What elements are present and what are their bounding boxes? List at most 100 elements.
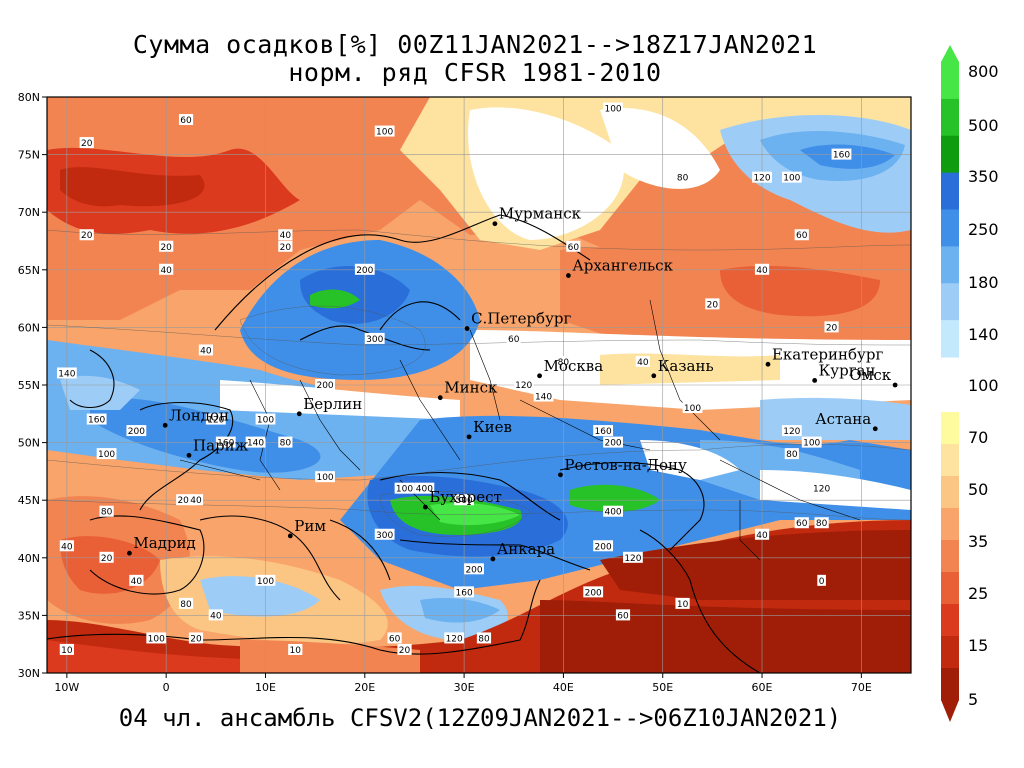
contour-label-box bbox=[188, 632, 204, 644]
lon-tick-label: 60E bbox=[752, 681, 773, 694]
contour-label: 100 bbox=[98, 450, 115, 460]
city-dot bbox=[127, 550, 132, 556]
legend-swatch bbox=[941, 444, 959, 477]
map-title: Сумма осадков[%] 00Z11JAN2021-->18Z17JAN… bbox=[132, 30, 818, 59]
contour-label-box bbox=[752, 171, 772, 183]
contour-label-box bbox=[794, 517, 809, 529]
contour-label-box bbox=[315, 379, 335, 390]
lat-tick-label: 60N bbox=[18, 321, 40, 334]
contour-label-box bbox=[56, 367, 77, 379]
color-legend: 800 500 350 250 180 140 100 70 50 35 25 15 5 bbox=[941, 45, 999, 722]
contour-label-box bbox=[454, 586, 475, 598]
contour-label-box bbox=[566, 240, 581, 252]
contour-label: 20 bbox=[399, 646, 411, 656]
contour-label: 120 bbox=[783, 427, 800, 437]
legend-swatch bbox=[941, 62, 959, 100]
contour-label: 120 bbox=[207, 416, 224, 426]
contour-label: 200 bbox=[356, 266, 373, 276]
contour-label: 40 bbox=[210, 611, 222, 621]
contour-label-box bbox=[126, 425, 147, 437]
contour-label-box bbox=[374, 125, 395, 137]
contour-label-box bbox=[675, 597, 690, 609]
city-label: Москва bbox=[544, 357, 604, 375]
city-dot bbox=[812, 377, 818, 383]
contour-label: 40 bbox=[200, 346, 212, 356]
contour-label-box bbox=[817, 574, 826, 586]
contour-label-box bbox=[208, 609, 223, 621]
city-label: Киев bbox=[473, 418, 512, 436]
contour-label: 20 bbox=[81, 139, 93, 149]
legend-label: 250 bbox=[968, 220, 999, 239]
contour-label: 40 bbox=[756, 266, 768, 276]
contour-label-box bbox=[394, 482, 415, 494]
city-dot bbox=[186, 452, 192, 458]
contour-label: 20 bbox=[160, 243, 172, 253]
city-label: Бухарест bbox=[429, 488, 501, 506]
contour-label: 80 bbox=[180, 600, 192, 610]
contour-label-box bbox=[781, 425, 802, 437]
contour-label: 120 bbox=[624, 554, 641, 564]
legend-swatch bbox=[941, 572, 959, 605]
contour-label: 40 bbox=[61, 542, 73, 552]
contour-label: 100 bbox=[376, 128, 393, 138]
lon-tick-label: 20E bbox=[354, 681, 375, 694]
contour-label-box bbox=[675, 171, 690, 183]
contour-label-box bbox=[215, 436, 236, 448]
contour-label-box bbox=[593, 540, 614, 552]
contour-label-box bbox=[315, 471, 335, 483]
lat-tick-label: 75N bbox=[18, 149, 40, 162]
contour-label: 100 bbox=[803, 439, 820, 449]
contour-label: 80 bbox=[101, 508, 113, 518]
contour-label: 160 bbox=[833, 151, 850, 161]
contour-label-box bbox=[414, 482, 435, 494]
city-dot bbox=[464, 326, 470, 331]
contour-label: 100 bbox=[783, 174, 800, 184]
contour-label: 160 bbox=[88, 416, 105, 426]
contour-label-box bbox=[781, 171, 802, 183]
lat-tick-label: 80N bbox=[18, 91, 40, 104]
legend-arrow-up bbox=[941, 45, 959, 62]
contour-label: 20 bbox=[81, 231, 93, 241]
contour-label-box bbox=[623, 551, 643, 563]
legend-label: 70 bbox=[968, 428, 988, 447]
lon-tick-label: 0 bbox=[163, 681, 170, 694]
contour-label-box bbox=[364, 332, 385, 344]
city-label: Минск bbox=[444, 379, 498, 397]
ensemble-caption: 04 чл. ансамбль CFSV2(12Z09JAN2021-->06Z… bbox=[118, 704, 842, 732]
city-label: Астана bbox=[815, 410, 871, 428]
legend-swatch bbox=[941, 412, 959, 445]
contour-label: 400 bbox=[416, 485, 433, 495]
contour-label-box bbox=[178, 114, 194, 126]
contour-label: 40 bbox=[160, 266, 172, 276]
contour-label-box bbox=[188, 494, 204, 506]
contour-label: 80 bbox=[280, 439, 292, 449]
city-dot bbox=[872, 426, 878, 432]
contour-label-box bbox=[506, 332, 521, 344]
contour-label-box bbox=[814, 517, 829, 529]
contour-label-box bbox=[444, 632, 465, 644]
lon-tick-label: 70E bbox=[851, 681, 872, 694]
contour-label-box bbox=[79, 229, 94, 241]
city-label: Лондон bbox=[169, 406, 229, 424]
legend-label: 50 bbox=[968, 480, 988, 499]
city-label: С.Петербург bbox=[471, 310, 571, 328]
city-label: Рим bbox=[294, 517, 326, 535]
legend-swatch bbox=[941, 246, 959, 284]
contour-label: 40 bbox=[131, 577, 143, 587]
lat-tick-label: 35N bbox=[18, 609, 40, 622]
contour-label-box bbox=[533, 390, 554, 402]
contour-label-box bbox=[603, 102, 623, 114]
contour-label: 60 bbox=[796, 231, 808, 241]
contour-label-box bbox=[603, 505, 623, 517]
contour-label-box bbox=[556, 355, 571, 367]
city-dot bbox=[492, 221, 498, 227]
contour-label-box bbox=[79, 137, 94, 149]
precip-field bbox=[47, 97, 911, 673]
contour-label: 60 bbox=[796, 519, 808, 529]
contour-label: 40 bbox=[280, 231, 292, 241]
city-dot bbox=[565, 273, 571, 278]
contour-label: 160 bbox=[456, 588, 473, 598]
contour-label: 40 bbox=[190, 496, 202, 506]
longitude-axis: 10W 0 10E 20E 30E 40E 50E 60E 70E bbox=[54, 673, 872, 694]
legend-swatch bbox=[941, 135, 959, 174]
